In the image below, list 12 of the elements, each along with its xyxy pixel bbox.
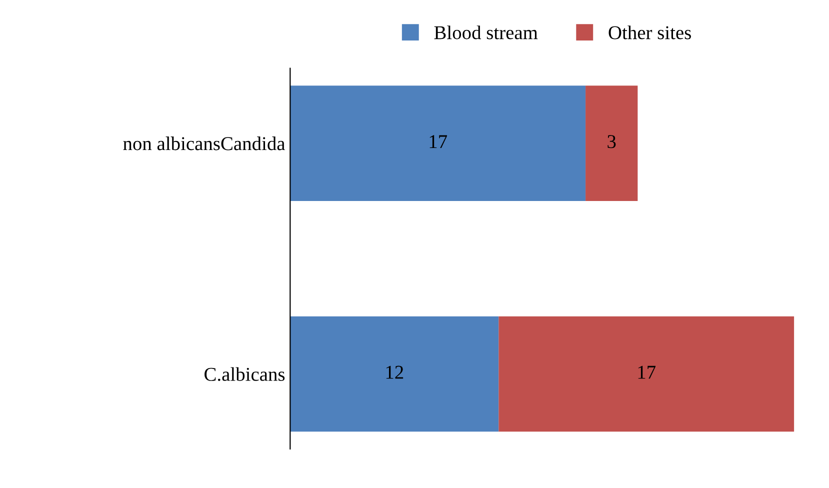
data-label: 17	[430, 135, 448, 148]
bar	[290, 86, 586, 201]
bar	[586, 86, 638, 201]
data-label: 12	[386, 366, 404, 379]
y-tick-label: C.albicans	[204, 367, 285, 382]
bar	[290, 316, 499, 432]
data-label: 17	[638, 366, 656, 379]
y-tick-label: non albicansCandida	[123, 136, 286, 150]
bar	[498, 316, 794, 432]
data-label: 3	[608, 135, 616, 148]
legend-label: Blood stream	[434, 26, 538, 40]
legend-label: Other sites	[608, 26, 691, 40]
